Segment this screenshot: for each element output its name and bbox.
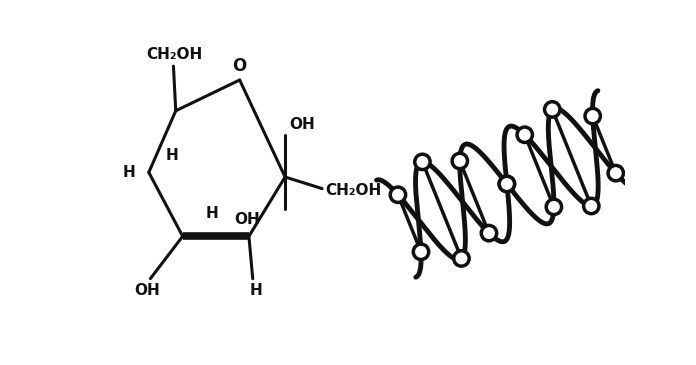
Text: CH₂OH: CH₂OH xyxy=(325,182,381,197)
Circle shape xyxy=(544,102,560,117)
Circle shape xyxy=(452,153,468,169)
Text: H: H xyxy=(249,283,262,298)
Circle shape xyxy=(481,226,497,241)
Text: CH₂OH: CH₂OH xyxy=(146,47,203,62)
Text: O: O xyxy=(232,57,247,75)
Text: OH: OH xyxy=(290,116,315,131)
Text: OH: OH xyxy=(235,212,260,227)
Circle shape xyxy=(415,154,430,170)
Circle shape xyxy=(413,244,429,260)
Text: H: H xyxy=(206,206,219,221)
Circle shape xyxy=(585,108,601,124)
Text: H: H xyxy=(122,165,135,180)
Text: OH: OH xyxy=(134,283,160,298)
Circle shape xyxy=(517,127,532,142)
Circle shape xyxy=(608,165,624,181)
Circle shape xyxy=(499,176,514,192)
Circle shape xyxy=(546,199,562,215)
Circle shape xyxy=(583,198,599,214)
Circle shape xyxy=(390,187,406,203)
Circle shape xyxy=(499,176,514,192)
Text: H: H xyxy=(166,148,178,163)
Circle shape xyxy=(454,251,469,266)
